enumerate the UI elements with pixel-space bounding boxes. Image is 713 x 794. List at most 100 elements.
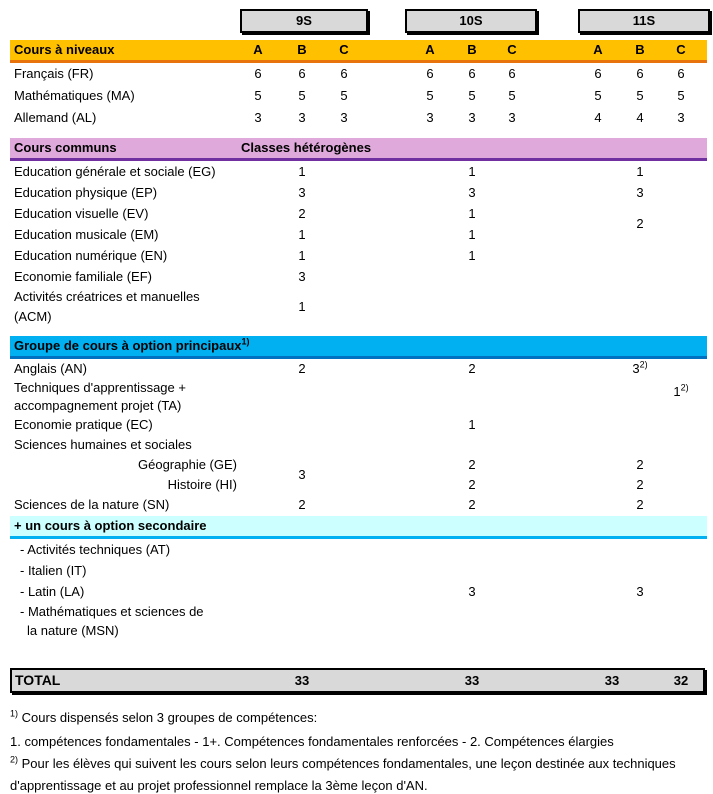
- total-values: 33 33 33 32: [0, 668, 713, 693]
- cell-value: 1: [454, 203, 490, 224]
- cell-value: 2: [622, 495, 658, 515]
- table-row: Mathématiques (MA) 5 5 5 5 5 5 5 5 5: [0, 85, 713, 107]
- section-header-cours-a-niveaux: Cours à niveaux: [10, 40, 707, 63]
- grade-header-9s: 9S: [240, 9, 368, 33]
- cell-value: 2: [284, 495, 320, 515]
- table-row: Education visuelle (EV) 2 1 2: [0, 203, 713, 231]
- cell-number: 3: [677, 110, 685, 125]
- cell-number: 33: [294, 673, 310, 688]
- cell-number: 5: [468, 88, 476, 103]
- row-label: Allemand (AL): [14, 110, 97, 125]
- cell-number: 1: [298, 227, 306, 242]
- cell-number: 6: [254, 66, 262, 81]
- cell-value: 3: [284, 182, 320, 203]
- cell-value: 3: [454, 107, 490, 129]
- cell-number: 1: [468, 227, 476, 242]
- row-label: - Latin (LA): [20, 584, 85, 599]
- cell-number: 5: [508, 88, 516, 103]
- rows-cours-communs: Education générale et sociale (EG) 1 1 1 Edu…: [0, 161, 713, 327]
- cell-value: 1: [622, 161, 658, 182]
- row-label: Education musicale (EM): [14, 227, 159, 242]
- cell-value: 2: [284, 359, 320, 379]
- footnote-marker: 1): [10, 708, 19, 719]
- row-label: Economie pratique (EC): [14, 417, 153, 432]
- cell-value: 3: [622, 182, 658, 203]
- cell-value: 3: [454, 581, 490, 602]
- footnote-competence-groups: 1. compétences fondamentales - 1+. Compé…: [10, 731, 710, 753]
- section-title: Cours communs: [14, 140, 117, 155]
- cell-value: 5: [494, 85, 530, 107]
- classes-heterogenes-label: Classes hétérogènes: [241, 140, 372, 155]
- cell-value: 4: [580, 107, 616, 129]
- cell-value: 3: [622, 581, 658, 602]
- cell-number: 3: [254, 110, 262, 125]
- level-column-header: B: [635, 42, 645, 57]
- cell-value: 6: [580, 63, 616, 85]
- cell-value: 6: [663, 63, 699, 85]
- footnote-marker: 2): [639, 359, 648, 370]
- row-label: Economie familiale (EF): [14, 269, 152, 284]
- rows-option-secondaire: - Activités techniques (AT) - Italien (IT…: [0, 539, 713, 640]
- level-column-header: A: [425, 42, 435, 57]
- cell-value: 6: [284, 63, 320, 85]
- row-label: Anglais (AN): [14, 361, 87, 376]
- cell-value: 32: [663, 668, 699, 693]
- cell-number: 5: [594, 88, 602, 103]
- cell-number: 3: [298, 269, 306, 284]
- cell-value: 33: [284, 668, 320, 693]
- cell-value: 1: [454, 161, 490, 182]
- table-row: - Latin (LA) 3 3: [0, 581, 713, 602]
- total-label: TOTAL: [15, 672, 61, 688]
- cell-value: 3: [454, 182, 490, 203]
- section-header-cours-communs: Cours communs Classes hétérogènes: [10, 138, 707, 161]
- table-row: Economie pratique (EC) 1: [0, 415, 713, 435]
- cell-value: 3: [412, 107, 448, 129]
- cell-number: 1: [673, 384, 681, 399]
- cell-number: 2: [468, 497, 476, 512]
- table-row: Français (FR) 6 6 6 6 6 6 6 6 6: [0, 63, 713, 85]
- cell-number: 1: [468, 417, 476, 432]
- cell-number: 4: [636, 110, 644, 125]
- cell-number: 33: [604, 673, 620, 688]
- cell-number: 3: [632, 361, 640, 376]
- cell-value: 2: [454, 455, 490, 475]
- cell-value: 2: [454, 359, 490, 379]
- footnote-text: 1. compétences fondamentales - 1+. Compé…: [10, 734, 614, 749]
- table-row: - Activités techniques (AT): [0, 539, 713, 560]
- cell-value: 6: [622, 63, 658, 85]
- cell-number: 3: [468, 110, 476, 125]
- row-label: Education numérique (EN): [14, 248, 168, 263]
- cell-value: 2: [622, 213, 658, 234]
- cell-number: 2: [468, 361, 476, 376]
- table-row: Allemand (AL) 3 3 3 3 3 3 4 4 3: [0, 107, 713, 129]
- table-row: Education numérique (EN) 1 1: [0, 245, 713, 266]
- table-row: Techniques d'apprentissage + accompagneme…: [0, 379, 713, 415]
- table-row: - Mathématiques et sciences de la nature …: [0, 602, 713, 640]
- cell-value: 5: [454, 85, 490, 107]
- table-row: Education générale et sociale (EG) 1 1 1: [0, 161, 713, 182]
- cell-number: 6: [340, 66, 348, 81]
- cell-number: 5: [254, 88, 262, 103]
- cell-value: 33: [454, 668, 490, 693]
- cell-value: 6: [240, 63, 276, 85]
- cell-number: 3: [298, 467, 306, 482]
- cell-value: 5: [240, 85, 276, 107]
- cell-number: 3: [508, 110, 516, 125]
- row-label: Sciences de la nature (SN): [14, 497, 170, 512]
- table-row: Sciences de la nature (SN) 2 2 2: [0, 495, 713, 515]
- row-label: - Mathématiques et sciences de: [20, 604, 204, 619]
- row-label: Sciences humaines et sociales: [14, 437, 192, 452]
- row-label: Education physique (EP): [14, 185, 158, 200]
- cell-value: 5: [412, 85, 448, 107]
- cell-value: 33: [594, 668, 630, 693]
- cell-number: 6: [298, 66, 306, 81]
- cell-number: 2: [468, 477, 476, 492]
- rows-options-principaux: Anglais (AN) 2 2 32) Techniques d'apprentiss…: [0, 359, 713, 515]
- cell-value: 3: [663, 107, 699, 129]
- cell-value: 1: [284, 224, 320, 245]
- cell-number: 1: [298, 248, 306, 263]
- cell-value: 5: [622, 85, 658, 107]
- row-label-line2: la nature (MSN): [27, 623, 119, 638]
